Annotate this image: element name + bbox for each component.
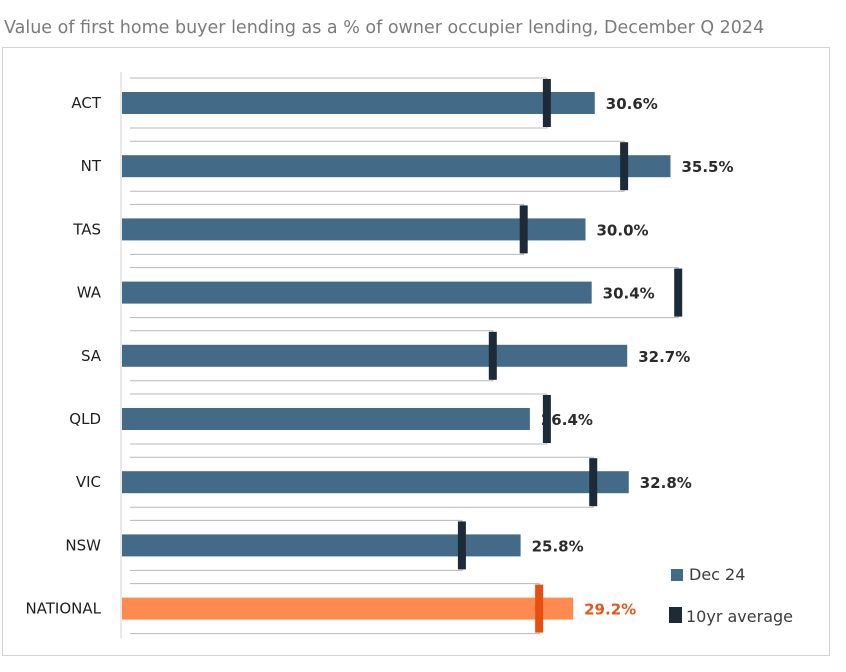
category-label-sa: SA bbox=[81, 347, 102, 365]
bar-qld bbox=[122, 408, 530, 430]
bar-wa bbox=[122, 281, 592, 304]
legend-label-10yr-average: 10yr average bbox=[686, 607, 793, 626]
category-label-act: ACT bbox=[71, 94, 101, 112]
bar-national bbox=[122, 597, 574, 620]
legend: Dec 24 10yr average bbox=[669, 565, 793, 626]
category-label-nsw: NSW bbox=[65, 536, 101, 554]
bar-sa bbox=[122, 344, 628, 367]
chart-frame bbox=[2, 47, 830, 656]
category-label-qld: QLD bbox=[69, 410, 101, 428]
category-label-national: NATIONAL bbox=[25, 600, 101, 618]
avg-marker-act bbox=[542, 79, 551, 127]
avg-marker-vic bbox=[589, 458, 598, 507]
avg-marker-nt bbox=[620, 142, 629, 191]
value-label-vic: 32.8% bbox=[640, 474, 692, 492]
bar-act bbox=[122, 92, 595, 114]
bar-nsw bbox=[122, 534, 521, 557]
category-label-vic: VIC bbox=[76, 473, 101, 491]
category-label-wa: WA bbox=[77, 284, 102, 302]
value-label-qld: 26.4% bbox=[541, 411, 593, 429]
value-label-sa: 32.7% bbox=[638, 348, 690, 366]
value-label-nsw: 25.8% bbox=[532, 537, 584, 555]
avg-marker-tas bbox=[519, 205, 528, 254]
avg-marker-wa bbox=[674, 268, 683, 317]
bar-vic bbox=[122, 471, 629, 494]
legend-swatch-dec24 bbox=[671, 569, 683, 581]
legend-swatch-10yr-average bbox=[669, 607, 682, 623]
avg-marker-nsw bbox=[457, 521, 466, 570]
value-label-wa: 30.4% bbox=[603, 285, 655, 303]
chart-title: Value of first home buyer lending as a %… bbox=[4, 18, 765, 38]
value-label-nt: 35.5% bbox=[681, 158, 733, 176]
bar-nt bbox=[122, 155, 671, 178]
category-label-nt: NT bbox=[81, 157, 102, 175]
avg-marker-qld bbox=[542, 395, 551, 443]
value-label-national: 29.2% bbox=[584, 601, 636, 619]
avg-marker-sa bbox=[488, 331, 497, 380]
bar-tas bbox=[122, 218, 586, 241]
category-label-tas: TAS bbox=[72, 220, 101, 238]
legend-label-dec24: Dec 24 bbox=[689, 565, 745, 584]
bars-layer: ACT 30.6% NT 35.5% TAS 30.0% WA 30.4% SA 32.7% QLD… bbox=[25, 77, 734, 635]
avg-marker-national bbox=[535, 584, 544, 633]
value-label-act: 30.6% bbox=[606, 95, 658, 113]
value-label-tas: 30.0% bbox=[597, 221, 649, 239]
